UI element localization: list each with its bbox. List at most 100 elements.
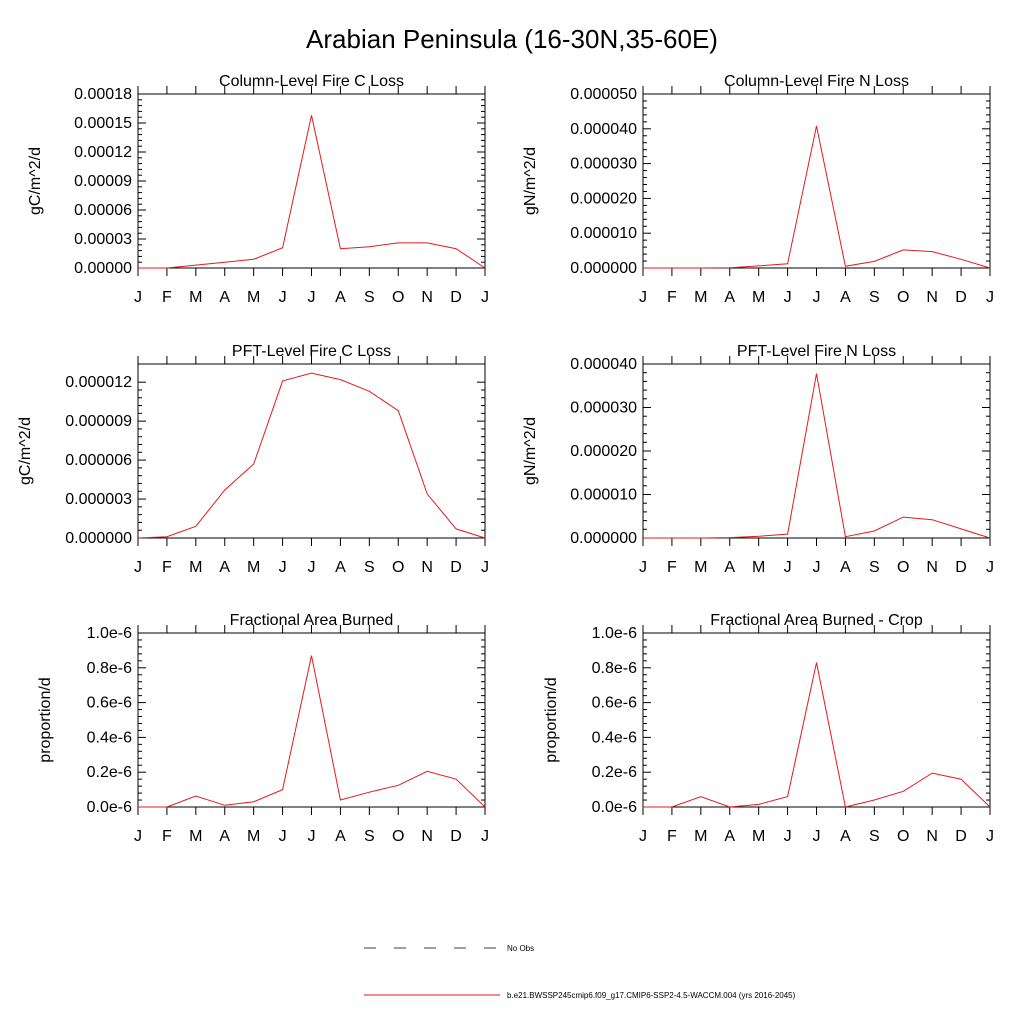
y-axis-label: gC/m^2/d	[27, 147, 44, 215]
plot-frame	[137, 632, 486, 808]
x-tick-label: A	[840, 828, 851, 845]
panel-title: Fractional Area Burned	[230, 612, 394, 629]
panels: Column-Level Fire C LossgC/m^2/d0.000000…	[17, 73, 994, 845]
x-tick-label: J	[279, 289, 287, 306]
x-tick-label: A	[724, 559, 735, 576]
panel-title: Fractional Area Burned - Crop	[710, 612, 923, 629]
x-tick-label: D	[955, 828, 967, 845]
y-tick-label: 0.000006	[65, 452, 132, 469]
x-tick-label: J	[481, 559, 489, 576]
y-axis-label: gN/m^2/d	[522, 147, 539, 215]
x-tick-label: N	[926, 828, 938, 845]
y-tick-label: 0.000030	[570, 156, 637, 173]
x-tick-label: J	[639, 828, 647, 845]
x-tick-label: J	[308, 828, 316, 845]
y-tick-label: 0.000040	[570, 121, 637, 138]
y-tick-label: 0.000000	[570, 260, 637, 277]
x-tick-label: N	[421, 828, 433, 845]
y-axis-label: proportion/d	[543, 677, 560, 762]
x-tick-label: O	[897, 828, 909, 845]
x-tick-label: M	[247, 559, 260, 576]
x-tick-label: A	[724, 828, 735, 845]
x-tick-label: J	[134, 828, 142, 845]
x-tick-label: D	[450, 559, 462, 576]
x-tick-label: M	[694, 828, 707, 845]
panel-area-crop: Fractional Area Burned - Crop proportion/…	[543, 612, 994, 845]
series-line-col-c	[138, 115, 486, 269]
x-tick-label: J	[986, 559, 994, 576]
y-tick-label: 0.000030	[570, 400, 637, 417]
x-tick-label: O	[392, 828, 404, 845]
x-tick-label: M	[752, 289, 765, 306]
y-tick-label: 0.00012	[74, 144, 132, 161]
x-tick-label: M	[247, 828, 260, 845]
series-line-pft-n	[643, 373, 991, 539]
y-tick-label: 0.000012	[65, 374, 132, 391]
legend-label-no-obs: No Obs	[507, 944, 534, 953]
x-tick-label: N	[421, 559, 433, 576]
y-tick-label: 0.4e-6	[87, 729, 132, 746]
y-tick-label: 0.000000	[570, 530, 637, 547]
y-tick-label: 0.000009	[65, 413, 132, 430]
plot-frame	[642, 363, 991, 539]
y-tick-label: 0.8e-6	[87, 660, 132, 677]
x-tick-label: A	[219, 289, 230, 306]
y-tick-label: 0.000020	[570, 443, 637, 460]
x-tick-label: O	[897, 289, 909, 306]
x-tick-label: J	[639, 559, 647, 576]
x-tick-label: F	[162, 559, 172, 576]
x-tick-label: A	[840, 559, 851, 576]
y-tick-label: 0.0e-6	[87, 799, 132, 816]
series-line-col-n	[643, 125, 991, 269]
series-line-area	[138, 655, 486, 808]
x-tick-label: S	[364, 559, 375, 576]
y-tick-label: 0.6e-6	[87, 695, 132, 712]
y-tick-label: 0.2e-6	[87, 764, 132, 781]
x-tick-label: A	[335, 828, 346, 845]
y-tick-label: 0.000010	[570, 225, 637, 242]
x-tick-label: M	[694, 289, 707, 306]
legend-label-model: b.e21.BWSSP245cmip6.f09_g17.CMIP6-SSP2-4…	[507, 991, 796, 1000]
series-line-area-crop	[643, 662, 991, 808]
x-tick-label: N	[926, 289, 938, 306]
y-tick-label: 0.00000	[74, 260, 132, 277]
x-tick-label: O	[392, 559, 404, 576]
x-tick-label: J	[279, 828, 287, 845]
y-tick-label: 0.00003	[74, 231, 132, 248]
y-tick-label: 0.6e-6	[592, 695, 637, 712]
x-tick-label: J	[986, 289, 994, 306]
x-tick-label: J	[308, 559, 316, 576]
panel-title: Column-Level Fire C Loss	[219, 73, 404, 90]
x-tick-label: S	[364, 828, 375, 845]
y-tick-label: 0.00006	[74, 202, 132, 219]
figure-title: Arabian Peninsula (16-30N,35-60E)	[306, 24, 718, 54]
x-tick-label: M	[752, 559, 765, 576]
x-tick-label: N	[926, 559, 938, 576]
y-tick-label: 0.00018	[74, 86, 132, 103]
x-tick-label: F	[667, 289, 677, 306]
x-tick-label: F	[667, 828, 677, 845]
y-axis-label: gC/m^2/d	[17, 417, 34, 485]
x-tick-label: J	[784, 828, 792, 845]
y-tick-label: 0.2e-6	[592, 764, 637, 781]
plot-frame	[642, 632, 991, 808]
x-tick-label: O	[897, 559, 909, 576]
x-tick-label: F	[667, 559, 677, 576]
x-tick-label: M	[189, 289, 202, 306]
y-tick-label: 0.000040	[570, 356, 637, 373]
y-tick-label: 1.0e-6	[592, 625, 637, 642]
y-axis-label: proportion/d	[37, 677, 54, 762]
y-tick-label: 0.8e-6	[592, 660, 637, 677]
y-tick-label: 0.000050	[570, 86, 637, 103]
plot-frame	[642, 93, 991, 269]
panel-title: PFT-Level Fire C Loss	[232, 343, 391, 360]
x-tick-label: A	[219, 828, 230, 845]
x-tick-label: D	[450, 828, 462, 845]
x-tick-label: A	[724, 289, 735, 306]
y-tick-label: 1.0e-6	[87, 625, 132, 642]
x-tick-label: S	[869, 289, 880, 306]
x-tick-label: J	[784, 559, 792, 576]
x-tick-label: M	[752, 828, 765, 845]
x-tick-label: J	[813, 289, 821, 306]
